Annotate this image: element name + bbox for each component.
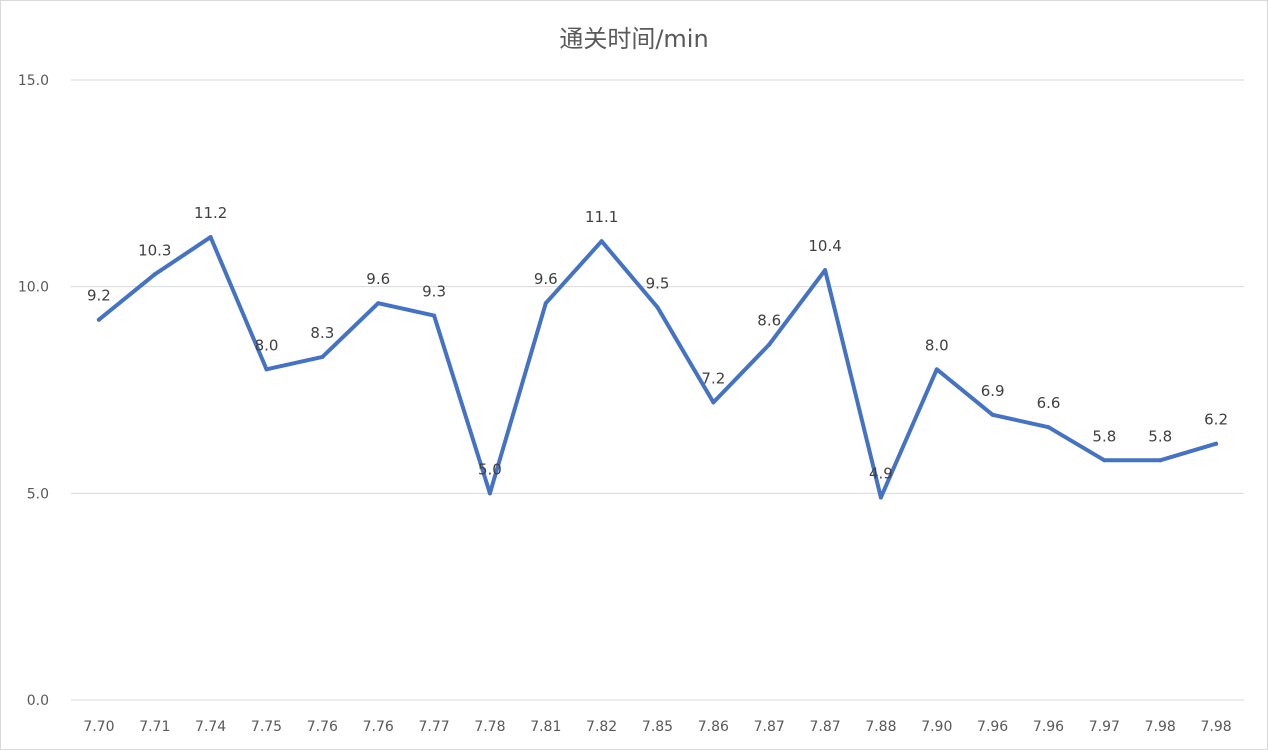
data-label: 8.0	[255, 336, 279, 354]
y-tick-label: 15.0	[18, 73, 49, 89]
x-tick-label: 7.88	[865, 719, 896, 735]
data-label: 9.2	[87, 287, 111, 305]
x-tick-label: 7.90	[921, 719, 952, 735]
y-tick-label: 10.0	[18, 280, 49, 296]
data-point	[1102, 458, 1107, 463]
y-tick-label: 5.0	[27, 486, 49, 502]
data-point	[543, 301, 548, 306]
x-tick-label: 7.87	[754, 719, 785, 735]
data-point	[320, 354, 325, 359]
data-label: 10.3	[138, 241, 171, 259]
data-label: 8.6	[757, 312, 781, 330]
data-point	[1214, 441, 1219, 446]
data-point	[152, 272, 157, 277]
data-point	[376, 301, 381, 306]
data-label: 5.8	[1092, 427, 1116, 445]
data-label: 6.2	[1204, 411, 1228, 429]
data-label: 7.2	[701, 369, 725, 387]
x-tick-label: 7.98	[1200, 719, 1231, 735]
data-point	[96, 317, 101, 322]
data-point	[208, 235, 213, 240]
data-label: 5.0	[478, 460, 502, 478]
chart-title: 通关时间/min	[559, 25, 709, 53]
data-point	[934, 367, 939, 372]
x-tick-label: 7.77	[418, 719, 449, 735]
x-tick-label: 7.74	[195, 719, 226, 735]
data-label: 9.3	[422, 283, 446, 301]
x-tick-label: 7.87	[809, 719, 840, 735]
data-label: 9.5	[646, 274, 670, 292]
x-tick-label: 7.76	[307, 719, 338, 735]
data-label: 6.6	[1037, 394, 1061, 412]
y-tick-label: 0.0	[27, 693, 49, 709]
data-label: 11.1	[585, 208, 618, 226]
x-tick-label: 7.82	[586, 719, 617, 735]
x-tick-label: 7.78	[474, 719, 505, 735]
x-tick-label: 7.71	[139, 719, 170, 735]
data-label: 9.6	[534, 270, 558, 288]
data-label: 9.6	[366, 270, 390, 288]
x-tick-label: 7.81	[530, 719, 561, 735]
data-point	[1046, 425, 1051, 430]
data-point	[878, 495, 883, 500]
x-tick-label: 7.97	[1089, 719, 1120, 735]
data-label: 4.9	[869, 464, 893, 482]
x-tick-label: 7.96	[977, 719, 1008, 735]
x-tick-label: 7.98	[1145, 719, 1176, 735]
data-point	[655, 305, 660, 310]
x-tick-label: 7.96	[1033, 719, 1064, 735]
data-label: 5.8	[1148, 427, 1172, 445]
x-tick-label: 7.75	[251, 719, 282, 735]
data-label: 8.3	[310, 324, 334, 342]
data-label: 8.0	[925, 336, 949, 354]
data-point	[432, 313, 437, 318]
x-tick-label: 7.86	[698, 719, 729, 735]
x-tick-label: 7.70	[83, 719, 114, 735]
data-point	[599, 239, 604, 244]
data-label: 6.9	[981, 382, 1005, 400]
data-point	[264, 367, 269, 372]
data-point	[1158, 458, 1163, 463]
data-point	[487, 491, 492, 496]
data-point	[990, 412, 995, 417]
x-tick-label: 7.76	[363, 719, 394, 735]
data-label: 10.4	[808, 237, 841, 255]
x-tick-label: 7.85	[642, 719, 673, 735]
data-label: 11.2	[194, 204, 227, 222]
data-point	[823, 268, 828, 273]
data-point	[767, 342, 772, 347]
data-point	[711, 400, 716, 405]
